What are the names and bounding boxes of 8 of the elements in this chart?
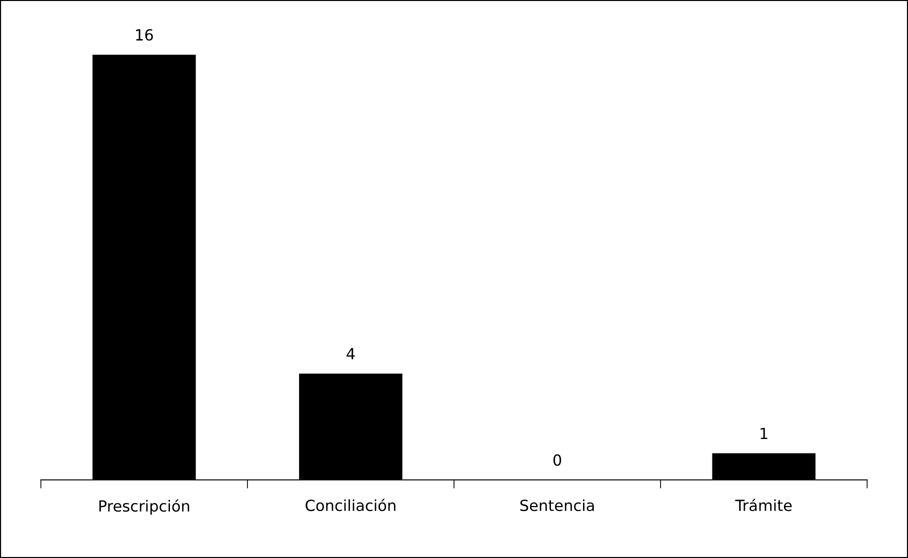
data-label: 4 [346,348,355,360]
data-label: 1 [760,428,768,440]
x-tick-label: Conciliación [306,498,396,512]
data-label: 0 [553,454,562,466]
x-tick-label: Trámite [735,498,792,512]
data-label: 16 [136,29,153,41]
x-tick-label: Sentencia [520,499,594,512]
x-tick-label: Prescripción [99,499,190,515]
